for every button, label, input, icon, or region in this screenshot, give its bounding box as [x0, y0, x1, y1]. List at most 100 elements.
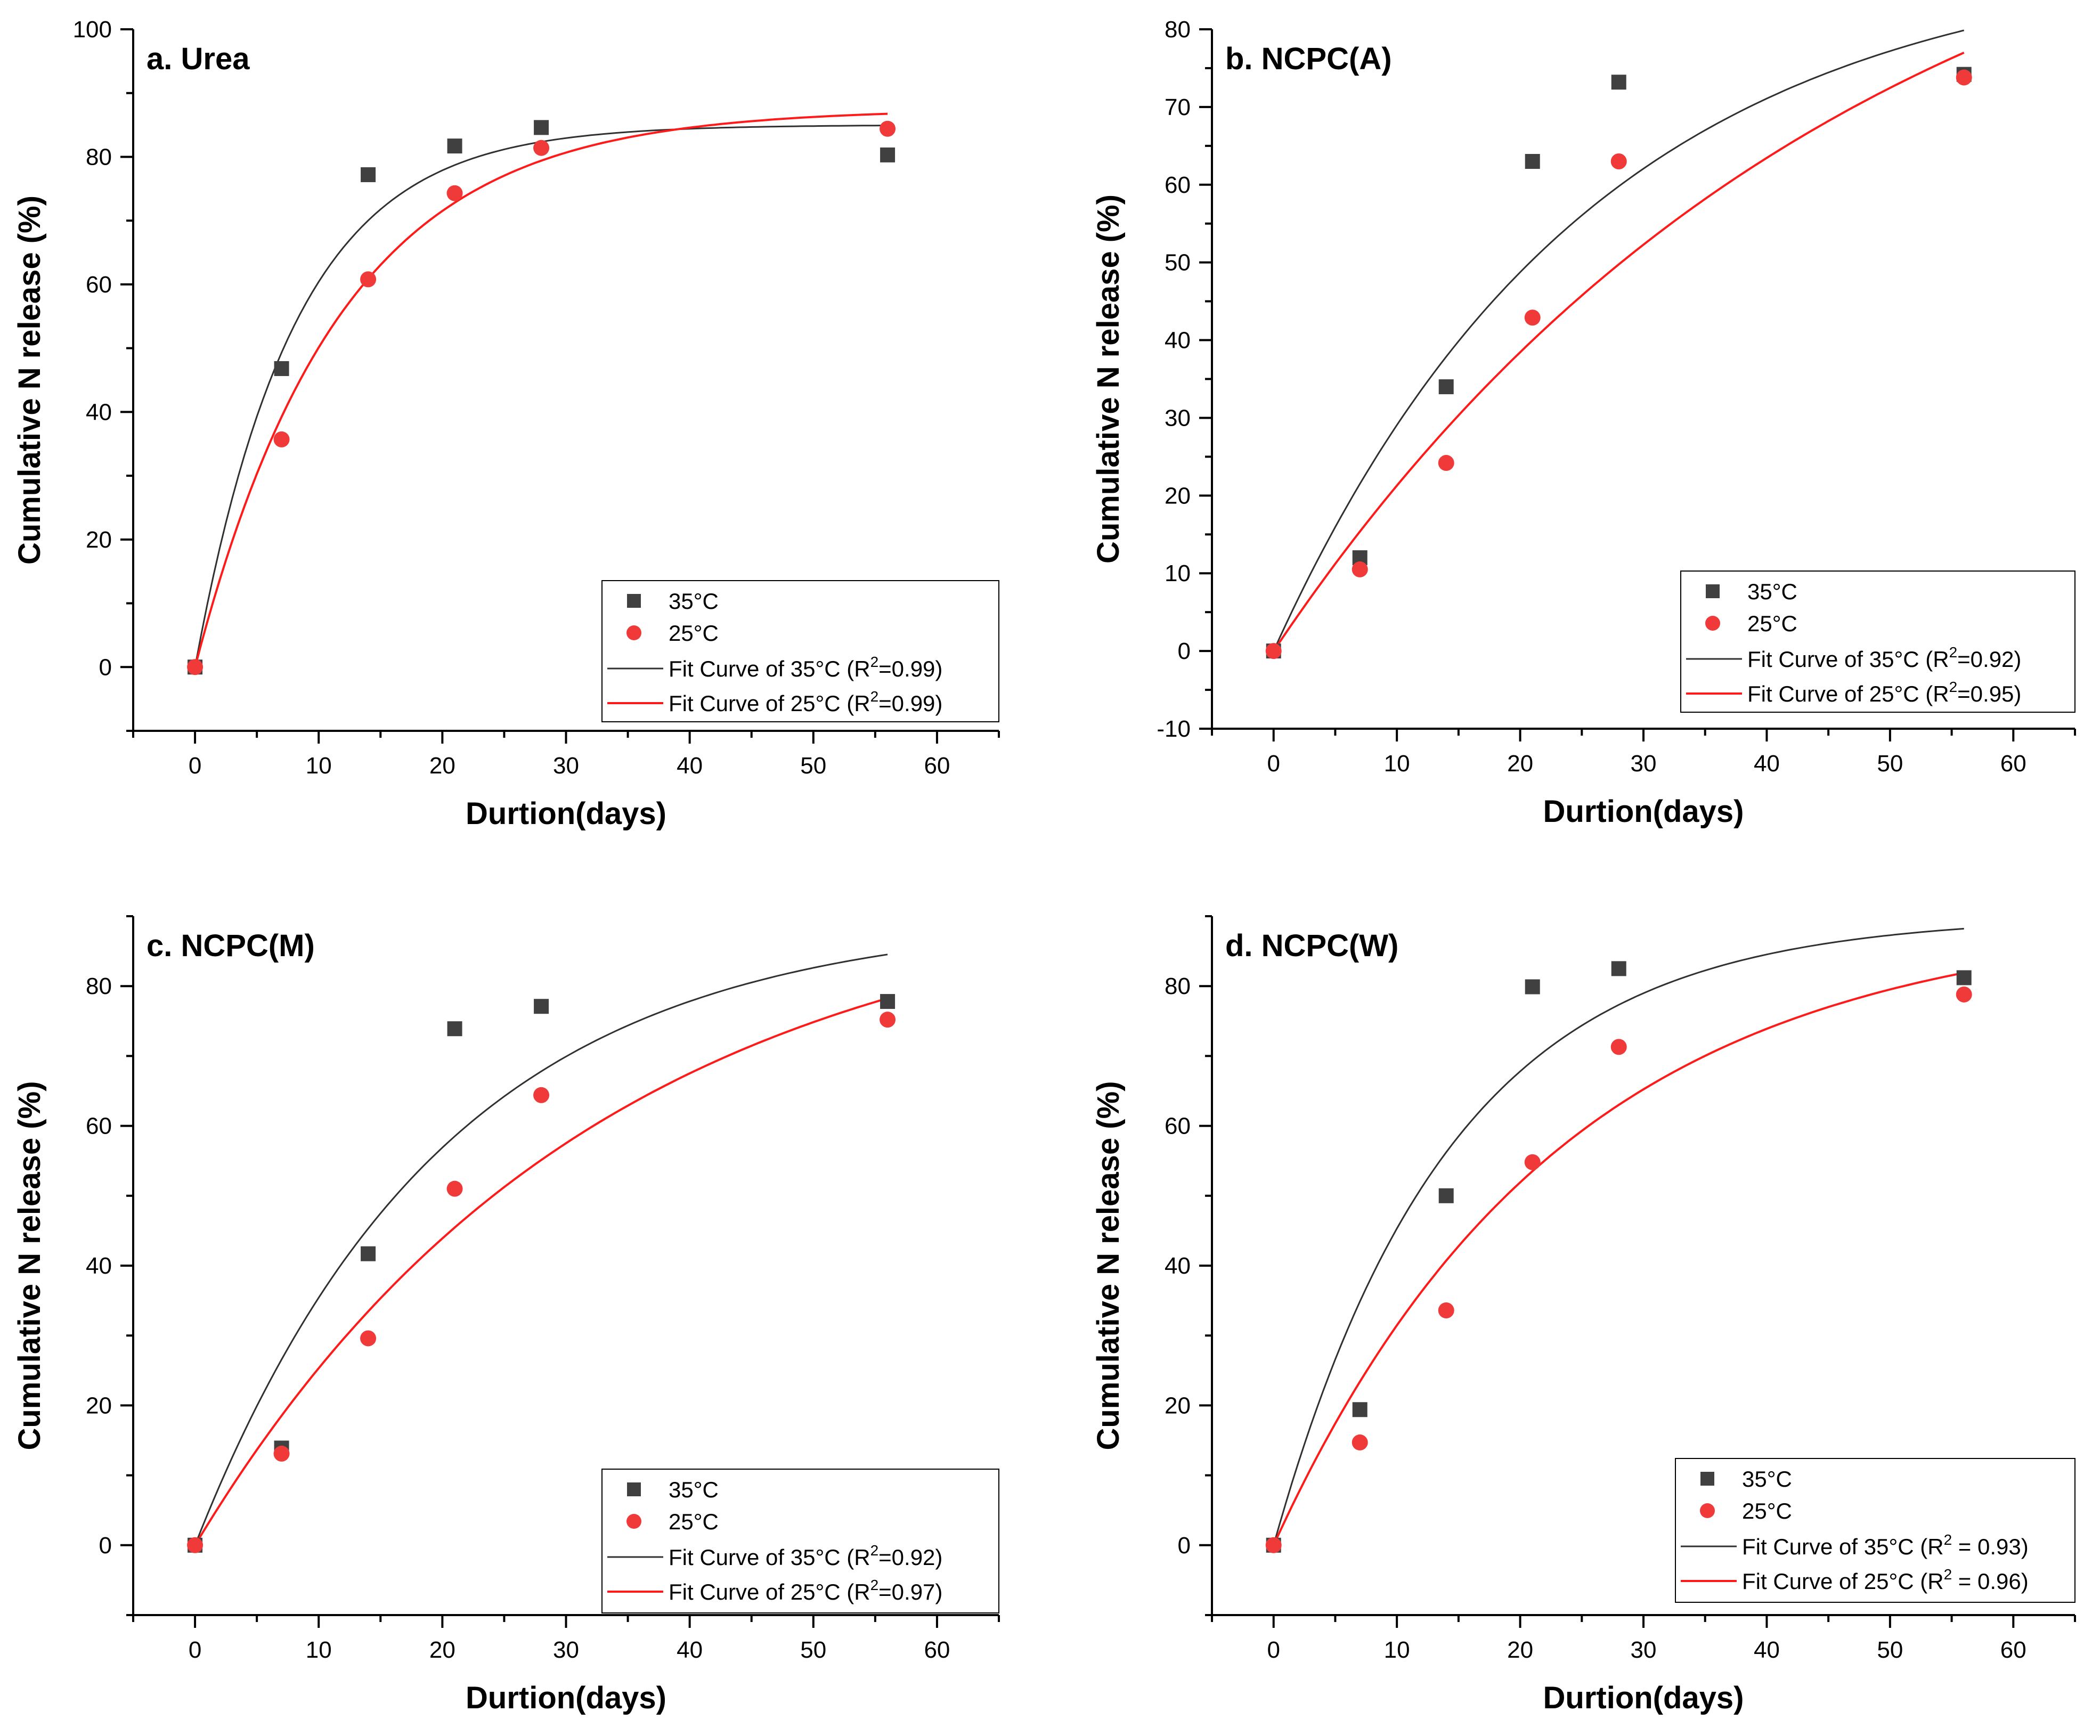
legend-fit-suffix: =0.92) — [878, 1545, 942, 1570]
x-tick-label: 30 — [553, 1637, 579, 1663]
x-tick-label: 40 — [677, 1637, 703, 1663]
r-squared-superscript: 2 — [870, 654, 879, 670]
x-tick-label: 60 — [924, 1637, 950, 1663]
y-tick-label: 40 — [1165, 1253, 1191, 1279]
legend-circle-marker — [626, 1514, 641, 1529]
point-35c — [1438, 379, 1454, 395]
legend-square-marker — [627, 1482, 641, 1496]
point-25c — [533, 140, 550, 156]
point-35c — [1438, 1188, 1454, 1203]
y-tick-label: 60 — [1165, 172, 1191, 198]
r-squared-superscript: 2 — [1944, 1566, 1952, 1583]
y-tick-label: 60 — [86, 272, 112, 298]
panel-title: b. NCPC(A) — [1225, 42, 1392, 76]
legend-fit-label: Fit Curve of 25°C (R2=0.95) — [1747, 679, 2021, 706]
legend-fit-suffix: =0.95) — [1957, 681, 2021, 706]
legend-fit-prefix: Fit Curve of 35°C (R — [669, 656, 870, 681]
x-tick-label: 0 — [1267, 1637, 1280, 1663]
point-25c — [880, 1012, 896, 1028]
point-35c — [880, 994, 896, 1009]
legend-box — [1680, 570, 2075, 713]
y-tick-label: 70 — [1165, 94, 1191, 120]
x-tick-label: 40 — [1754, 751, 1780, 777]
y-axis-title: Cumulative N release (%) — [12, 195, 47, 565]
point-25c — [1956, 69, 1972, 86]
y-axis-title: Cumulative N release (%) — [1091, 194, 1126, 564]
point-25c — [273, 431, 290, 447]
legend-label-25c: 25°C — [669, 621, 719, 646]
y-tick-label: 20 — [1165, 483, 1191, 509]
y-tick-label: 30 — [1165, 405, 1191, 431]
point-25c — [533, 1087, 550, 1103]
point-25c — [1352, 561, 1368, 577]
legend-fit-suffix: =0.99) — [878, 656, 942, 681]
point-35c — [361, 1246, 376, 1261]
point-25c — [1352, 1434, 1368, 1450]
legend-fit-prefix: Fit Curve of 25°C (R — [669, 691, 870, 716]
legend-label-35c: 35°C — [1742, 1466, 1792, 1492]
r-squared-superscript: 2 — [1949, 679, 1958, 695]
panel-title: a. Urea — [146, 42, 250, 76]
x-tick-label: 50 — [1877, 1637, 1903, 1663]
point-25c — [446, 185, 463, 201]
point-35c — [880, 147, 896, 162]
point-25c — [273, 1445, 290, 1462]
legend-label-35c: 35°C — [669, 1477, 719, 1502]
x-tick-label: 40 — [677, 753, 703, 779]
chart-panel-3: 0 10 20 30 40 50 60 0 20 40 60 80 Durtion(days) Cumul… — [1091, 915, 2076, 1715]
point-25c — [880, 120, 896, 137]
legend-fit-label: Fit Curve of 35°C (R2=0.92) — [669, 1542, 942, 1570]
point-25c — [1524, 1154, 1541, 1170]
x-tick-label: 30 — [553, 753, 579, 779]
r-squared-superscript: 2 — [870, 688, 879, 705]
y-tick-label: 0 — [1178, 638, 1191, 664]
legend-square-marker — [1700, 1472, 1714, 1486]
x-tick-label: 0 — [189, 753, 201, 779]
x-tick-label: 40 — [1754, 1637, 1780, 1663]
y-tick-label: -10 — [1157, 716, 1191, 742]
y-tick-label: 10 — [1165, 560, 1191, 586]
panel-title: d. NCPC(W) — [1225, 928, 1398, 963]
point-35c — [1352, 1402, 1368, 1417]
point-35c — [447, 1021, 462, 1037]
x-tick-label: 10 — [1384, 751, 1410, 777]
point-25c — [1956, 986, 1972, 1003]
x-tick-label: 50 — [800, 1637, 826, 1663]
legend-circle-marker — [1705, 616, 1720, 631]
x-tick-label: 30 — [1631, 1637, 1657, 1663]
fit-curve-35c — [194, 953, 888, 1546]
chart-panel-2: 0 10 20 30 40 50 60 0 20 40 60 80 Durtion(days) Cumul… — [12, 915, 1000, 1715]
point-25c — [1438, 1302, 1454, 1318]
x-tick-label: 60 — [924, 753, 950, 779]
x-axis-title: Durtion(days) — [1543, 794, 1744, 829]
point-25c — [1610, 153, 1627, 170]
r-squared-superscript: 2 — [1949, 644, 1958, 661]
legend-fit-prefix: Fit Curve of 35°C (R — [1742, 1534, 1944, 1559]
y-tick-label: 80 — [1165, 17, 1191, 43]
y-tick-label: 0 — [99, 654, 112, 680]
point-25c — [187, 659, 204, 675]
point-25c — [187, 1537, 204, 1553]
point-25c — [360, 1330, 377, 1347]
y-tick-label: 20 — [1165, 1392, 1191, 1419]
x-tick-label: 10 — [306, 753, 332, 779]
legend-label-35c: 35°C — [669, 589, 719, 614]
point-25c — [1524, 309, 1541, 326]
legend-fit-prefix: Fit Curve of 35°C (R — [669, 1545, 870, 1570]
x-tick-label: 50 — [1877, 751, 1903, 777]
r-squared-superscript: 2 — [870, 1542, 879, 1559]
y-tick-label: 0 — [1178, 1533, 1191, 1559]
y-axis-title: Cumulative N release (%) — [1091, 1081, 1126, 1450]
legend-circle-marker — [1700, 1503, 1715, 1518]
x-tick-label: 30 — [1631, 751, 1657, 777]
x-tick-label: 0 — [189, 1637, 201, 1663]
legend-circle-marker — [626, 625, 641, 640]
legend-fit-label: Fit Curve of 25°C (R2=0.97) — [669, 1577, 942, 1604]
y-tick-label: 20 — [86, 1392, 112, 1419]
legend-box — [601, 1469, 999, 1613]
y-tick-label: 80 — [86, 144, 112, 170]
y-tick-label: 100 — [73, 17, 112, 43]
